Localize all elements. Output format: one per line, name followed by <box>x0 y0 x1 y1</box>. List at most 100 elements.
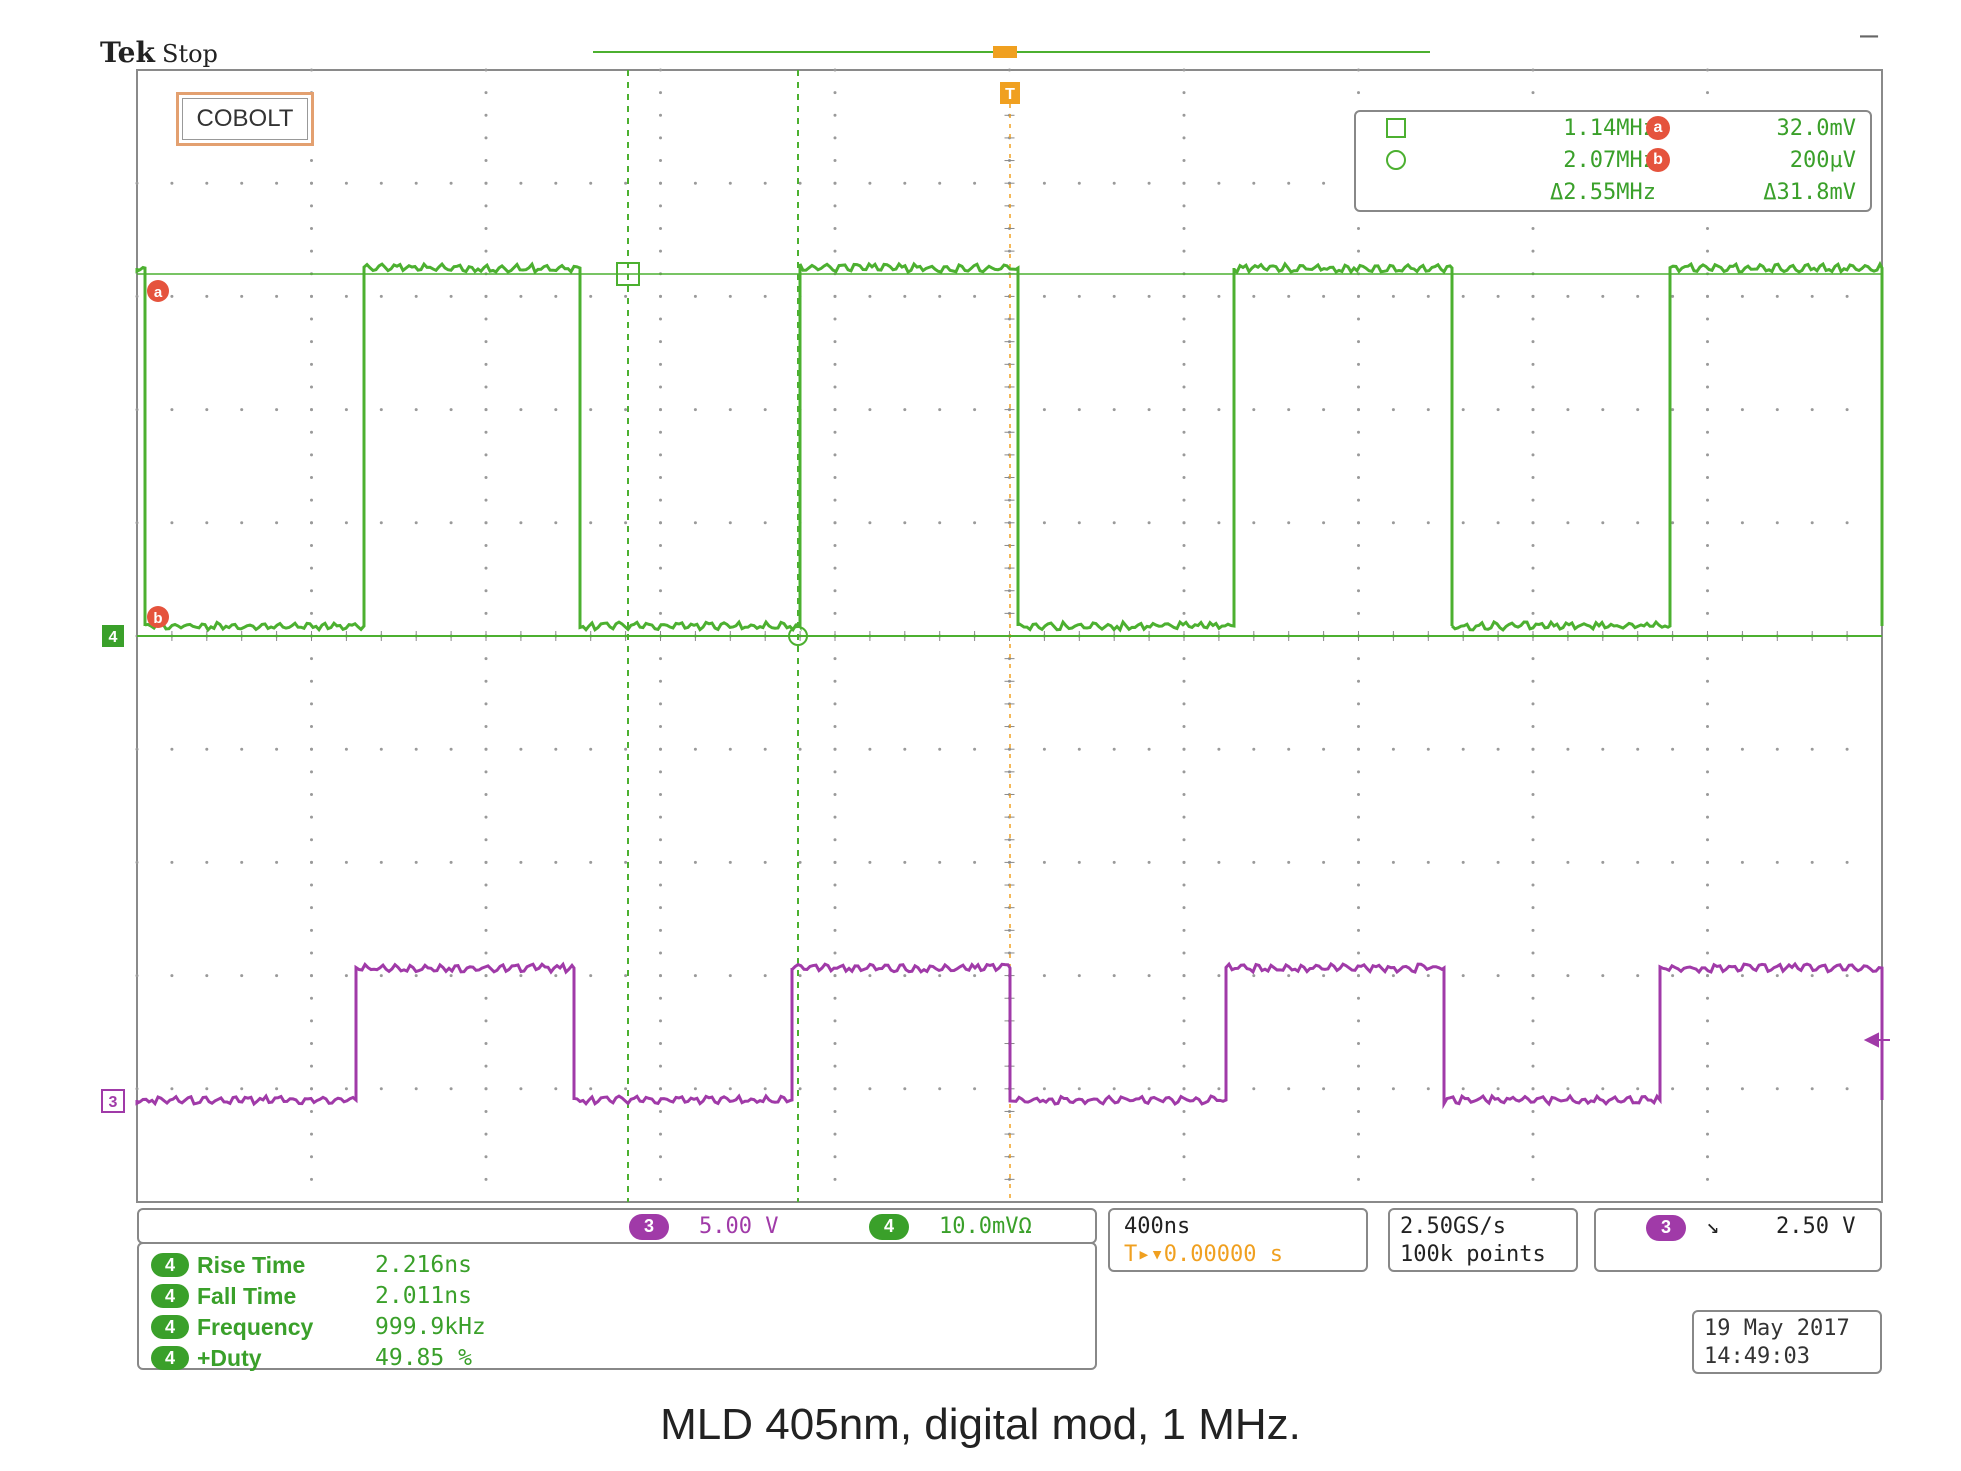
grid-dot <box>833 1177 837 1181</box>
minimize-icon[interactable]: — <box>1860 18 1879 53</box>
grid-dot <box>205 521 209 525</box>
grid-dot <box>1391 974 1395 978</box>
grid-dot <box>1531 1064 1535 1068</box>
measurement-label: +Duty <box>197 1344 262 1371</box>
grid-dot <box>484 385 488 389</box>
grid-dot <box>938 974 942 978</box>
grid-dot <box>1531 249 1535 253</box>
grid-dot <box>310 453 313 457</box>
grid-dot <box>1636 1087 1640 1091</box>
grid-dot <box>1810 860 1814 864</box>
trigger-panel[interactable]: 3 ↘ 2.50 V <box>1594 1208 1882 1272</box>
grid-dot <box>484 498 488 502</box>
grid-dot <box>1531 657 1535 661</box>
grid-dot <box>1077 974 1081 978</box>
grid-dot <box>1706 543 1709 547</box>
grid-dot <box>484 860 488 864</box>
grid-dot <box>1531 340 1535 344</box>
grid-dot <box>659 1109 662 1113</box>
grid-dot <box>798 747 802 751</box>
grid-dot <box>310 1155 313 1159</box>
grid-dot <box>1740 408 1744 412</box>
ch4-badge[interactable]: 4 <box>869 1213 909 1240</box>
channel-scale-panel[interactable]: 3 5.00 V 4 10.0mVΩ <box>137 1208 1097 1244</box>
trigger-level-arrow <box>1863 1032 1890 1048</box>
grid-dot <box>1112 747 1116 751</box>
grid-dot <box>1217 521 1221 525</box>
grid-dot <box>170 294 174 298</box>
grid-dot <box>938 181 942 185</box>
grid-dot <box>833 1109 837 1113</box>
grid-dot <box>1426 747 1430 751</box>
grid-dot <box>484 838 488 842</box>
cursor-readout-panel: 1.14MHz a 32.0mV 2.07MHz b 200µV Δ2.55MH… <box>1354 110 1872 212</box>
grid-dot <box>1775 521 1779 525</box>
grid-dot <box>1182 159 1186 163</box>
grid-dot <box>1357 1042 1360 1046</box>
grid-dot <box>1217 974 1221 978</box>
cursor-a-icon: a <box>1646 116 1670 140</box>
grid-dot <box>763 1087 767 1091</box>
grid-dot <box>310 226 313 230</box>
grid-dot <box>205 747 209 751</box>
grid-dot <box>135 1087 139 1091</box>
grid-dot <box>1182 498 1186 502</box>
cursor-a-marker: a <box>147 280 169 302</box>
grid-dot <box>310 68 313 72</box>
grid-dot <box>833 294 837 298</box>
grid-dot <box>659 408 662 412</box>
grid-dot <box>1077 747 1081 751</box>
grid-dot <box>1182 430 1186 434</box>
grid-dot <box>1531 996 1535 1000</box>
grid-dot <box>484 408 488 412</box>
ch3-ground-marker: 3 <box>101 1089 125 1113</box>
grid-dot <box>1112 181 1116 185</box>
grid-dot <box>1531 294 1535 298</box>
grid-dot <box>1147 408 1151 412</box>
ch3-badge[interactable]: 3 <box>629 1213 669 1240</box>
grid-dot <box>1182 657 1186 661</box>
time-label: 14:49:03 <box>1704 1344 1810 1369</box>
grid-dot <box>589 747 593 751</box>
grid-dot <box>1566 860 1570 864</box>
grid-dot <box>1252 860 1256 864</box>
grid-dot <box>310 543 313 547</box>
acquisition-panel[interactable]: 2.50GS/s 100k points <box>1388 1208 1578 1272</box>
grid-dot <box>868 294 872 298</box>
grid-dot <box>833 702 837 706</box>
grid-dot <box>344 294 348 298</box>
grid-dot <box>1531 860 1535 864</box>
grid-dot <box>484 113 488 117</box>
grid-dot <box>414 181 418 185</box>
grid-dot <box>1706 1109 1709 1113</box>
grid-dot <box>1357 906 1360 910</box>
cursor-freq-1: 1.14MHz <box>1563 116 1656 141</box>
grid-dot <box>1636 974 1640 978</box>
timebase-panel[interactable]: 400ns T▸▾0.00000 s <box>1108 1208 1368 1272</box>
grid-dot <box>1566 747 1570 751</box>
grid-dot <box>449 1087 453 1091</box>
grid-dot <box>659 883 662 887</box>
grid-dot <box>1112 974 1116 978</box>
grid-dot <box>1357 928 1360 932</box>
grid-dot <box>659 521 662 525</box>
grid-dot <box>1182 181 1186 185</box>
grid-dot <box>1357 543 1360 547</box>
grid-dot <box>484 91 488 95</box>
grid-dot <box>519 747 523 751</box>
grid-dot <box>1845 1087 1849 1091</box>
grid-dot <box>1322 181 1326 185</box>
grid-dot <box>1566 1087 1570 1091</box>
grid-dot <box>1182 521 1186 525</box>
grid-dot <box>310 657 313 661</box>
grid-dot <box>1217 294 1221 298</box>
grid-dot <box>1357 1132 1360 1136</box>
measurement-label: Rise Time <box>197 1251 306 1278</box>
grid-dot <box>1426 1087 1430 1091</box>
grid-dot <box>1810 408 1814 412</box>
grid-dot <box>310 476 313 480</box>
grid-dot <box>1706 68 1709 72</box>
grid-dot <box>484 996 488 1000</box>
grid-dot <box>833 1087 837 1091</box>
grid-dot <box>484 340 488 344</box>
